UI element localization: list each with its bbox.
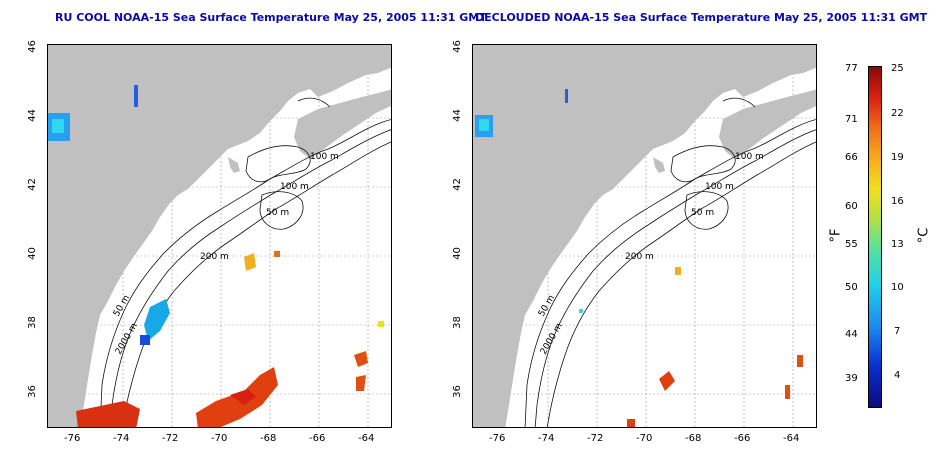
contour-label-100m-b: 100 m bbox=[280, 182, 309, 192]
x-tick: -76 bbox=[489, 433, 506, 444]
land-mass bbox=[48, 45, 391, 427]
y-tick: 44 bbox=[26, 109, 38, 122]
x-tick: -76 bbox=[64, 433, 81, 444]
fahrenheit-unit-label: °F bbox=[828, 228, 844, 243]
fahrenheit-label: 66 bbox=[845, 152, 858, 163]
x-tick: -66 bbox=[734, 433, 751, 444]
x-tick: -70 bbox=[636, 433, 653, 444]
y-tick: 42 bbox=[451, 178, 463, 191]
contour-label-200m: 200 m bbox=[625, 252, 654, 262]
celsius-label: 10 bbox=[891, 282, 904, 293]
contour-label-50m-b: 50 m bbox=[112, 294, 132, 319]
celsius-label: 13 bbox=[891, 239, 904, 250]
y-tick: 46 bbox=[26, 40, 38, 53]
y-tick: 42 bbox=[26, 178, 38, 191]
contour-label-200m: 200 m bbox=[200, 252, 229, 262]
x-tick: -74 bbox=[538, 433, 555, 444]
bathymetry-contours bbox=[99, 97, 391, 427]
cape-cod bbox=[228, 157, 240, 173]
left-sst-map: 100 m 100 m 50 m 200 m 50 m 2000 m bbox=[47, 44, 392, 428]
right-map-title: DECLOUDED NOAA-15 Sea Surface Temperatur… bbox=[475, 11, 928, 24]
x-tick: -68 bbox=[685, 433, 702, 444]
y-tick: 46 bbox=[451, 40, 463, 53]
celsius-label: 22 bbox=[891, 108, 904, 119]
contour-label-50m-a: 50 m bbox=[266, 208, 289, 218]
x-tick: -64 bbox=[358, 433, 375, 444]
fahrenheit-label: 55 bbox=[845, 239, 858, 250]
nova-scotia bbox=[294, 89, 391, 159]
right-map-canvas: 100 m 100 m 50 m 200 m 50 m 2000 m bbox=[473, 45, 816, 427]
bathymetry-contours bbox=[524, 97, 816, 427]
celsius-label: 16 bbox=[891, 196, 904, 207]
land-mass bbox=[473, 45, 816, 427]
cape-cod bbox=[653, 157, 665, 173]
x-tick: -72 bbox=[587, 433, 604, 444]
y-tick: 44 bbox=[451, 109, 463, 122]
celsius-label: 19 bbox=[891, 152, 904, 163]
nova-scotia bbox=[719, 89, 816, 159]
fahrenheit-label: 71 bbox=[845, 114, 858, 125]
sst-patches bbox=[475, 89, 803, 427]
y-tick: 36 bbox=[451, 385, 463, 398]
contour-label-50m-a: 50 m bbox=[691, 208, 714, 218]
contour-label-50m-b: 50 m bbox=[537, 294, 557, 319]
contour-label-2000m: 2000 m bbox=[114, 322, 140, 357]
celsius-label: 7 bbox=[894, 326, 901, 337]
x-tick: -74 bbox=[113, 433, 130, 444]
left-map-title: RU COOL NOAA-15 Sea Surface Temperature … bbox=[55, 11, 487, 24]
x-tick: -70 bbox=[211, 433, 228, 444]
fahrenheit-label: 77 bbox=[845, 63, 858, 74]
right-sst-map: 100 m 100 m 50 m 200 m 50 m 2000 m bbox=[472, 44, 817, 428]
y-tick: 40 bbox=[451, 247, 463, 260]
contour-label-100m-b: 100 m bbox=[705, 182, 734, 192]
y-tick: 38 bbox=[26, 316, 38, 329]
fahrenheit-label: 39 bbox=[845, 373, 858, 384]
x-tick: -72 bbox=[162, 433, 179, 444]
fahrenheit-label: 44 bbox=[845, 329, 858, 340]
x-tick: -68 bbox=[260, 433, 277, 444]
contour-label-100m-a: 100 m bbox=[735, 152, 764, 162]
left-map-canvas: 100 m 100 m 50 m 200 m 50 m 2000 m bbox=[48, 45, 391, 427]
temperature-colorbar bbox=[868, 66, 882, 408]
fahrenheit-label: 50 bbox=[845, 282, 858, 293]
y-tick: 36 bbox=[26, 385, 38, 398]
celsius-label: 4 bbox=[894, 370, 901, 381]
x-tick: -66 bbox=[309, 433, 326, 444]
celsius-unit-label: °C bbox=[916, 227, 932, 244]
y-tick: 38 bbox=[451, 316, 463, 329]
sst-patches bbox=[48, 85, 384, 427]
contour-label-2000m: 2000 m bbox=[539, 322, 565, 357]
contour-label-100m-a: 100 m bbox=[310, 152, 339, 162]
x-tick: -64 bbox=[783, 433, 800, 444]
y-tick: 40 bbox=[26, 247, 38, 260]
celsius-label: 25 bbox=[891, 63, 904, 74]
fahrenheit-label: 60 bbox=[845, 201, 858, 212]
